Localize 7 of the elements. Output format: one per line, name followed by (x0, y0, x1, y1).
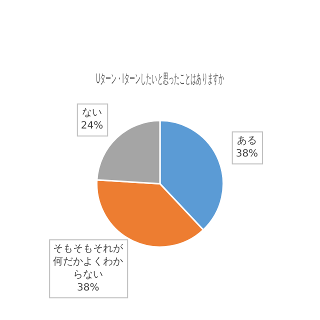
data-label: 38% (76, 282, 100, 294)
slice-label: ある (236, 135, 257, 146)
data-label: 38% (236, 148, 258, 160)
chart-title: Uターン・Iターンしたいと思ったことはありますか (96, 72, 224, 88)
data-label: 24% (80, 120, 104, 132)
slice-label: ない (82, 108, 102, 119)
slice-label: そもそもそれが何だかよくわからない (53, 243, 124, 280)
